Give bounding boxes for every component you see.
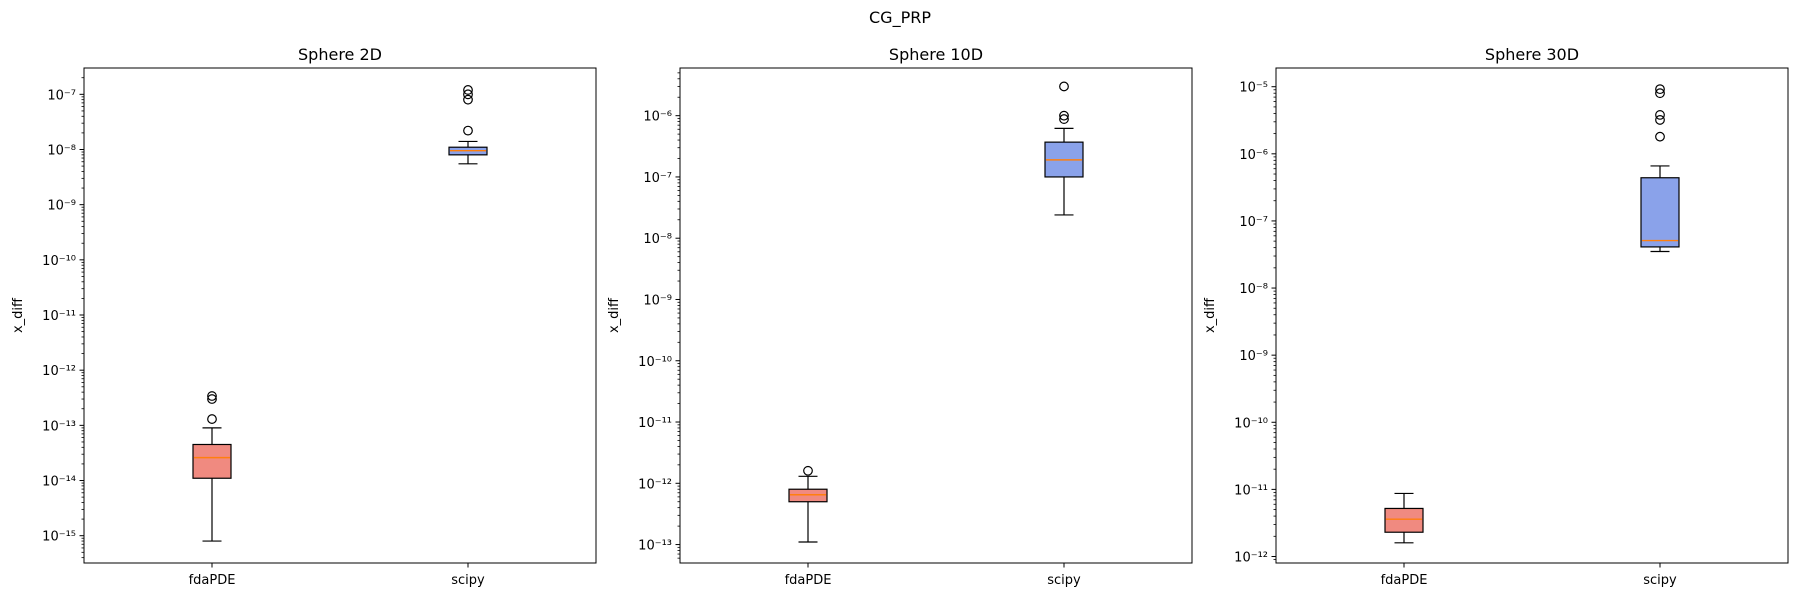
outlier-point [463,125,473,136]
y-tick-label: 10⁻¹⁰ [42,254,76,269]
y-tick-label: 10⁻⁹ [47,199,76,214]
x-tick-label: scipy [1643,573,1677,588]
plot-frame [83,67,597,564]
y-tick-label: 10⁻⁸ [1239,282,1268,297]
y-tick-label: 10⁻¹⁰ [1234,416,1268,431]
outlier-point [1059,110,1069,121]
y-tick-label: 10⁻⁹ [1239,349,1268,364]
x-tick-label: scipy [451,573,485,588]
y-tick-label: 10⁻⁸ [47,143,76,158]
y-axis-label: x_diff [11,297,26,333]
y-tick-label: 10⁻⁷ [47,88,76,103]
y-tick-label: 10⁻¹¹ [1234,483,1268,498]
outlier-point [1655,110,1665,120]
iqr-box [1384,507,1424,533]
outlier-point [1655,115,1665,125]
y-tick-label: 10⁻¹² [638,477,672,492]
plot-frame [1275,67,1789,564]
box-scipy [1640,84,1680,253]
y-tick-label: 10⁻¹³ [42,419,76,434]
x-tick-label: fdaPDE [1381,573,1428,588]
chart-panel-2: 10⁻¹³ 10⁻¹² 10⁻¹¹ 10⁻¹⁰ 10⁻⁹ 10⁻⁸ 10⁻⁷ 10⁻⁶ fdaP… [607,45,1193,588]
y-tick-label: 10⁻⁶ [643,110,672,125]
outlier-point [207,394,217,404]
box-fdaPDE [1384,492,1424,544]
box-scipy [448,85,488,165]
outlier-point [803,465,813,476]
outlier-point [207,391,217,401]
outlier-point [1059,114,1069,124]
plot-frame [679,67,1193,564]
y-tick-label: 10⁻¹¹ [638,416,672,431]
y-tick-label: 10⁻⁵ [1239,81,1268,96]
y-tick-label: 10⁻⁷ [643,171,672,186]
outlier-point [463,85,473,95]
outlier-point [1059,81,1069,92]
y-tick-label: 10⁻¹⁵ [42,530,76,545]
y-tick-label: 10⁻⁷ [1239,215,1268,230]
iqr-box [1640,177,1680,248]
y-axis-label: x_diff [607,297,622,333]
x-tick-label: fdaPDE [189,573,236,588]
outlier-point [207,414,217,424]
iqr-box [788,488,828,503]
y-tick-label: 10⁻⁸ [643,232,672,247]
y-axis-label: x_diff [1203,297,1218,333]
x-tick-label: scipy [1047,573,1081,588]
chart-title: Sphere 2D [298,45,382,64]
outlier-point [1655,131,1665,142]
chart-panel-3: 10⁻¹² 10⁻¹¹ 10⁻¹⁰ 10⁻⁹ 10⁻⁸ 10⁻⁷ 10⁻⁶ 10⁻⁵ fdaPD… [1203,45,1789,588]
chart-title: Sphere 10D [889,45,983,64]
y-tick-label: 10⁻¹² [1234,550,1268,565]
x-tick-label: fdaPDE [785,573,832,588]
chart-title: Sphere 30D [1485,45,1579,64]
figure-suptitle: CG_PRP [869,8,931,28]
y-tick-label: 10⁻⁶ [1239,148,1268,163]
y-tick-label: 10⁻¹³ [638,539,672,554]
iqr-box [192,443,232,479]
outlier-point [1655,88,1665,99]
y-tick-label: 10⁻¹² [42,364,76,379]
y-tick-label: 10⁻¹⁰ [638,355,672,370]
chart-panel-1: 10⁻¹⁵ 10⁻¹⁴ 10⁻¹³ 10⁻¹² 10⁻¹¹ 10⁻¹⁰ 10⁻⁹ 10⁻⁸ 10… [11,45,597,588]
box-fdaPDE [192,391,232,542]
outlier-point [463,89,473,100]
y-tick-label: 10⁻⁹ [643,293,672,308]
outlier-point [463,94,473,105]
y-tick-label: 10⁻¹¹ [42,309,76,324]
outlier-point [1655,84,1665,95]
y-tick-label: 10⁻¹⁴ [42,475,76,490]
box-fdaPDE [788,465,828,543]
box-scipy [1044,81,1084,216]
